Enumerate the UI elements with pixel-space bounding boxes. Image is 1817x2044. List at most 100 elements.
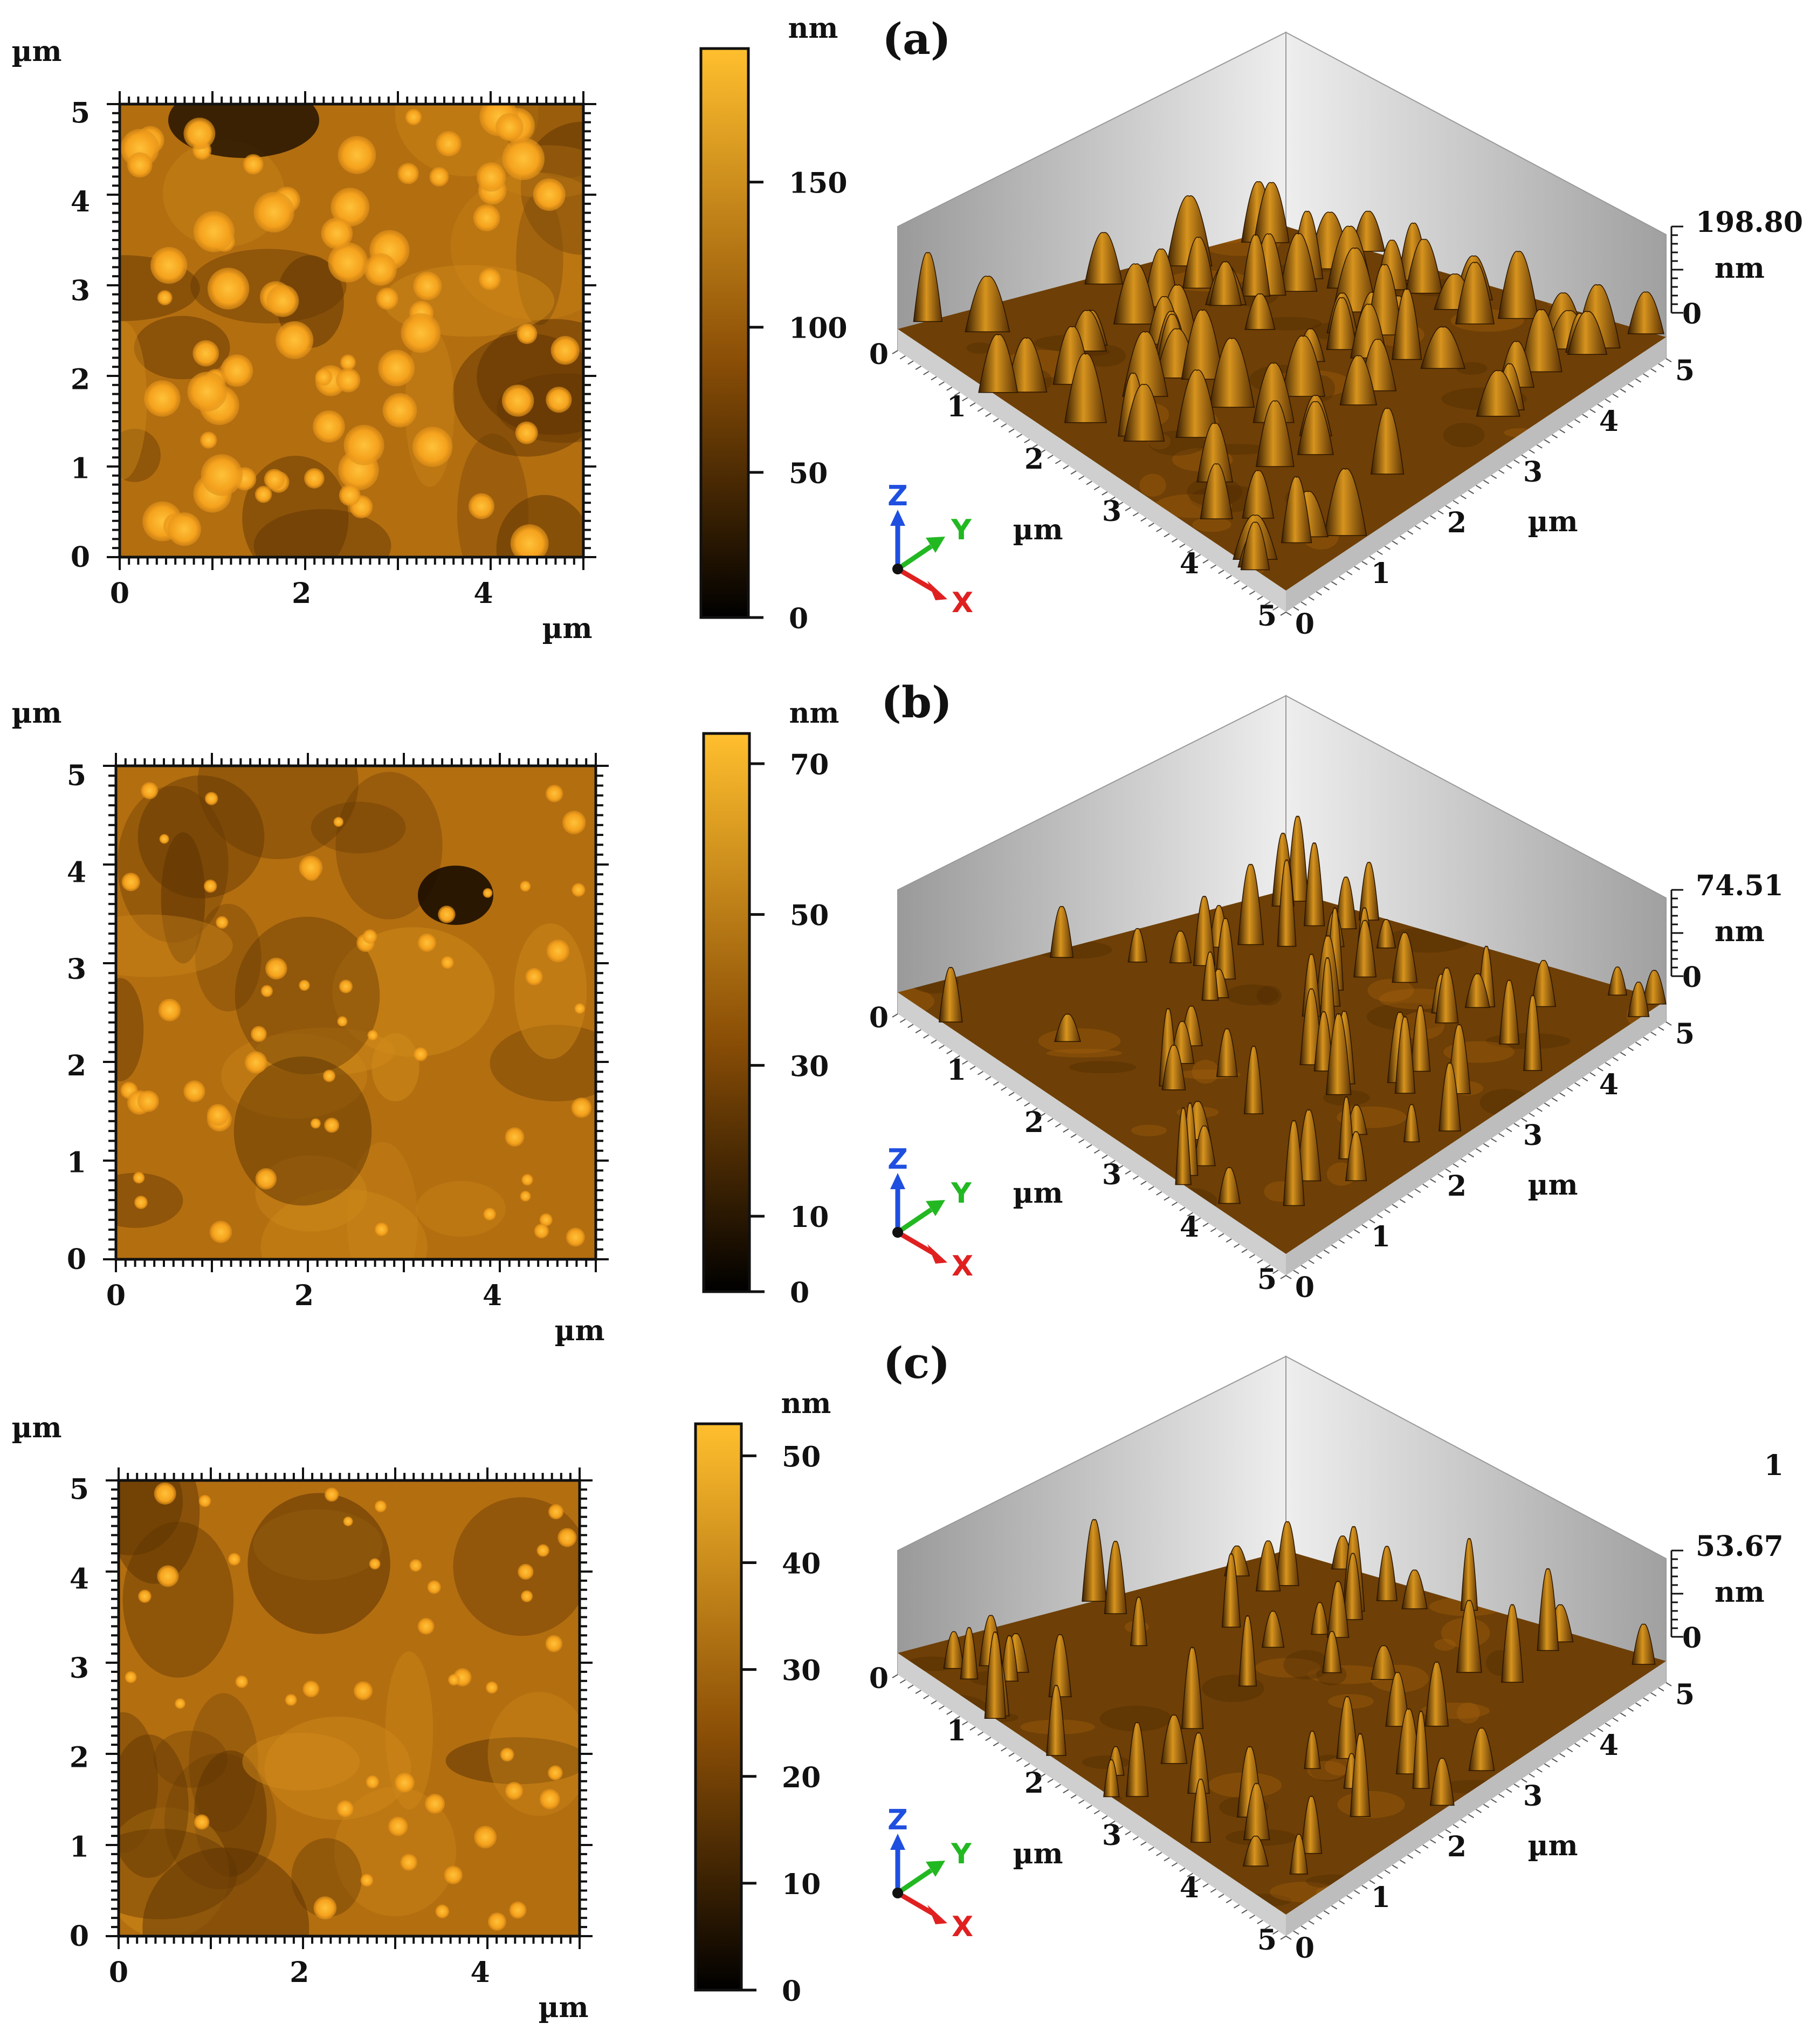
surface-peak [1531,959,1557,1007]
map-ticks [107,91,596,570]
surface-peak [1297,401,1334,455]
surface-peak [960,1627,979,1679]
surface-y-tick-label: 2 [1447,506,1467,539]
surface-edge-ticks [892,350,1672,616]
surface-x-tick-label: 4 [1180,1871,1199,1904]
axis-orientation-glyph: Z Y X [887,1804,973,1943]
surface-y-tick-label: 4 [1599,1068,1619,1101]
map-texture [116,766,596,1259]
surface-x-unit: µm [1013,513,1063,546]
surface-peak [1240,522,1270,571]
surface-peak [978,334,1018,393]
x-axis-label: X [952,1911,973,1943]
surface-peak [1370,1645,1397,1680]
surface-peak [1241,234,1271,297]
map-y-tick-label: 1 [71,452,90,485]
y-arrowhead [926,1200,945,1216]
surface-peak [1217,1167,1241,1204]
surface-x-tick-label: 5 [1257,1924,1277,1957]
surface-peak [1221,1553,1241,1628]
surface-peak [1130,1596,1147,1647]
surface-peak [1050,906,1074,958]
surface-peak [1338,1096,1355,1160]
map-x-tick-label: 4 [470,1956,490,1989]
surface-peak [1216,1028,1238,1078]
map-y-tick-label: 2 [71,363,90,396]
map-x-unit: µm [538,1991,588,2024]
axis-origin [892,1888,903,1898]
map-y-tick-label: 2 [67,1050,86,1082]
map-y-tick-label: 0 [70,1920,89,1953]
map-y-tick-label: 1 [70,1830,89,1863]
base-side-left [898,992,1286,1275]
surface-peaks [913,181,1664,571]
surface-peak [1385,1671,1410,1727]
surface-y-tick-label: 5 [1675,1678,1695,1711]
colorbar-gradient [694,1422,743,1992]
surface-peak [1243,1783,1270,1840]
surface-x-tick-label: 2 [1024,1106,1044,1139]
map-y-tick-label: 0 [67,1243,86,1276]
surface-peaks [943,1519,1656,1875]
surface-peak [1353,920,1376,978]
surface-peak [1275,1521,1299,1586]
surface-x-unit: µm [1013,1837,1063,1870]
surface-y-tick-label: 0 [1295,1271,1314,1304]
map-y-tick-label: 3 [67,953,86,986]
surface-peak [1358,862,1380,921]
surface-peak [1476,370,1520,417]
surface-peak [1537,1568,1559,1651]
surface-peak [1632,1623,1656,1665]
surface-peak [1187,1732,1210,1794]
surface-peak [1123,383,1165,442]
surface-peaks [938,815,1667,1206]
surface-peak [1064,353,1107,423]
surface-peak [1627,291,1664,334]
surface-peak [1520,309,1563,373]
surface-peak [1343,1553,1363,1620]
surface-peak [1499,979,1520,1045]
surface-peak [1103,1759,1120,1798]
surface-peak [1322,1631,1342,1673]
surface-peak [1238,1615,1257,1687]
x-arrowhead [927,581,947,600]
surface-y-tick-label: 1 [1371,557,1391,590]
colorbar-tick-label: 50 [790,900,829,932]
surface-peak [1455,262,1495,325]
surface-peak [1420,326,1465,369]
y-axis-arrow [896,544,933,571]
surface-peak [1242,1835,1269,1867]
surface-peak [1252,362,1295,423]
surface-x-tick-label: 4 [1180,547,1199,580]
map-y-tick-label: 0 [71,541,90,574]
surface-x-tick-label: 0 [869,1002,889,1034]
height-map: 0 1 2 3 4 5 0 2 4 µm µm [11,697,609,1347]
surface-y-tick-label: 4 [1599,1729,1619,1762]
map-y-unit: µm [11,35,61,68]
y-axis-arrow [896,1208,933,1234]
map-ticks [103,753,609,1272]
surface-peak [1160,1714,1188,1764]
surface-peak [1325,1013,1352,1095]
surface-peak [1256,400,1295,467]
map-x-tick-label: 0 [110,577,129,610]
surface-y-tick-label: 1 [1371,1220,1391,1253]
surface-peak [1104,1540,1127,1614]
colorbar-tick-label: 0 [790,1277,809,1309]
extra-label: 1 [1764,1449,1784,1482]
map-x-tick-label: 4 [473,577,493,610]
surface-x-tick-label: 0 [869,1662,889,1695]
surface-peak [1313,1011,1334,1072]
surface-peak [1125,1721,1149,1797]
colorbar-unit: nm [788,12,838,45]
surface-edge-ticks [892,1674,1672,1940]
surface-peak [1253,182,1290,243]
map-y-tick-label: 4 [67,856,86,889]
surface-x-tick-label: 2 [1024,443,1044,476]
surface-peak [1326,297,1358,350]
